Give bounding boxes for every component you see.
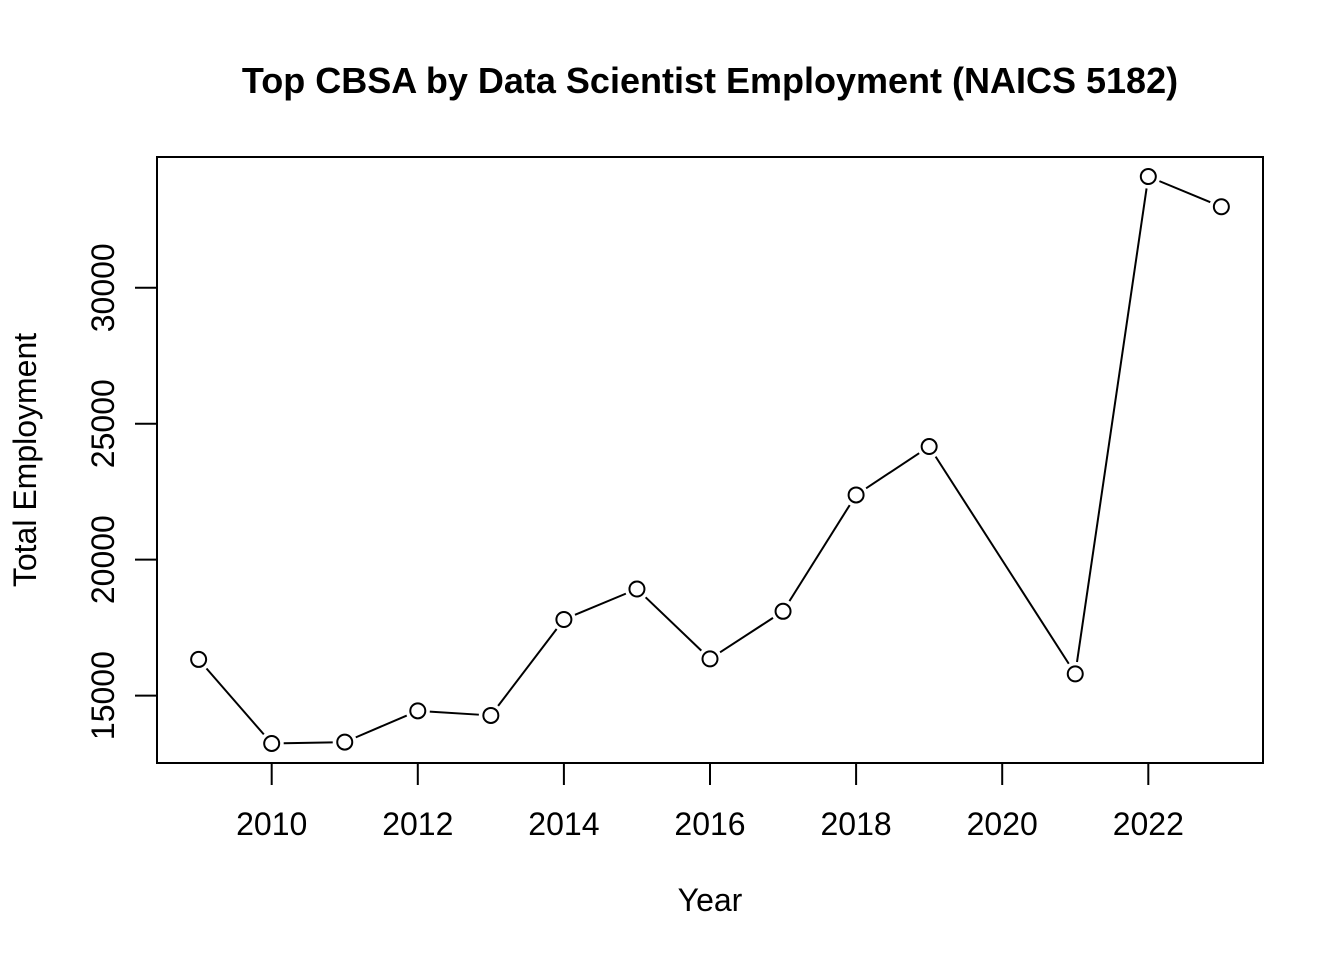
y-tick-label: 15000 <box>85 651 121 740</box>
y-tick-label: 30000 <box>85 243 121 332</box>
series-segment <box>429 710 479 716</box>
y-tick-label: 25000 <box>85 379 121 468</box>
data-point <box>774 602 792 620</box>
series-segment <box>865 452 920 490</box>
x-tick-label: 2022 <box>1113 806 1184 842</box>
series-segment <box>497 628 558 707</box>
x-tick-label: 2016 <box>674 806 745 842</box>
data-point <box>555 610 573 628</box>
data-point <box>409 702 427 720</box>
data-point <box>190 650 208 668</box>
x-axis: 2010 2012 2014 2016 2018 2020 2022 <box>236 762 1184 842</box>
x-tick-label: 2020 <box>967 806 1038 842</box>
data-point <box>701 650 719 668</box>
series-segment <box>788 504 851 602</box>
series-layer <box>190 168 1230 752</box>
series-segment <box>1076 188 1148 663</box>
data-point <box>920 438 938 456</box>
data-point <box>628 580 646 598</box>
series-segment <box>934 456 1070 665</box>
plot-frame <box>156 156 1264 764</box>
series-segment <box>283 741 333 745</box>
series-segment <box>355 714 408 739</box>
y-axis: 15000 20000 25000 30000 <box>85 243 158 740</box>
y-axis-label: Total Employment <box>7 333 43 587</box>
y-tick-label: 20000 <box>85 515 121 604</box>
data-point <box>336 733 354 751</box>
data-point <box>1139 168 1157 186</box>
series-segment <box>205 667 265 736</box>
x-tick-label: 2014 <box>528 806 599 842</box>
series-segment <box>574 592 627 616</box>
data-point <box>482 706 500 724</box>
chart-title: Top CBSA by Data Scientist Employment (N… <box>242 60 1178 101</box>
series-segment <box>1159 180 1211 204</box>
series-segment <box>644 596 703 652</box>
data-point <box>847 486 865 504</box>
data-point <box>263 734 281 752</box>
series-segment <box>719 617 774 654</box>
x-axis-label: Year <box>678 882 743 918</box>
x-tick-label: 2010 <box>236 806 307 842</box>
data-point <box>1066 665 1084 683</box>
x-tick-label: 2012 <box>382 806 453 842</box>
data-point <box>1212 198 1230 216</box>
x-tick-label: 2018 <box>821 806 892 842</box>
